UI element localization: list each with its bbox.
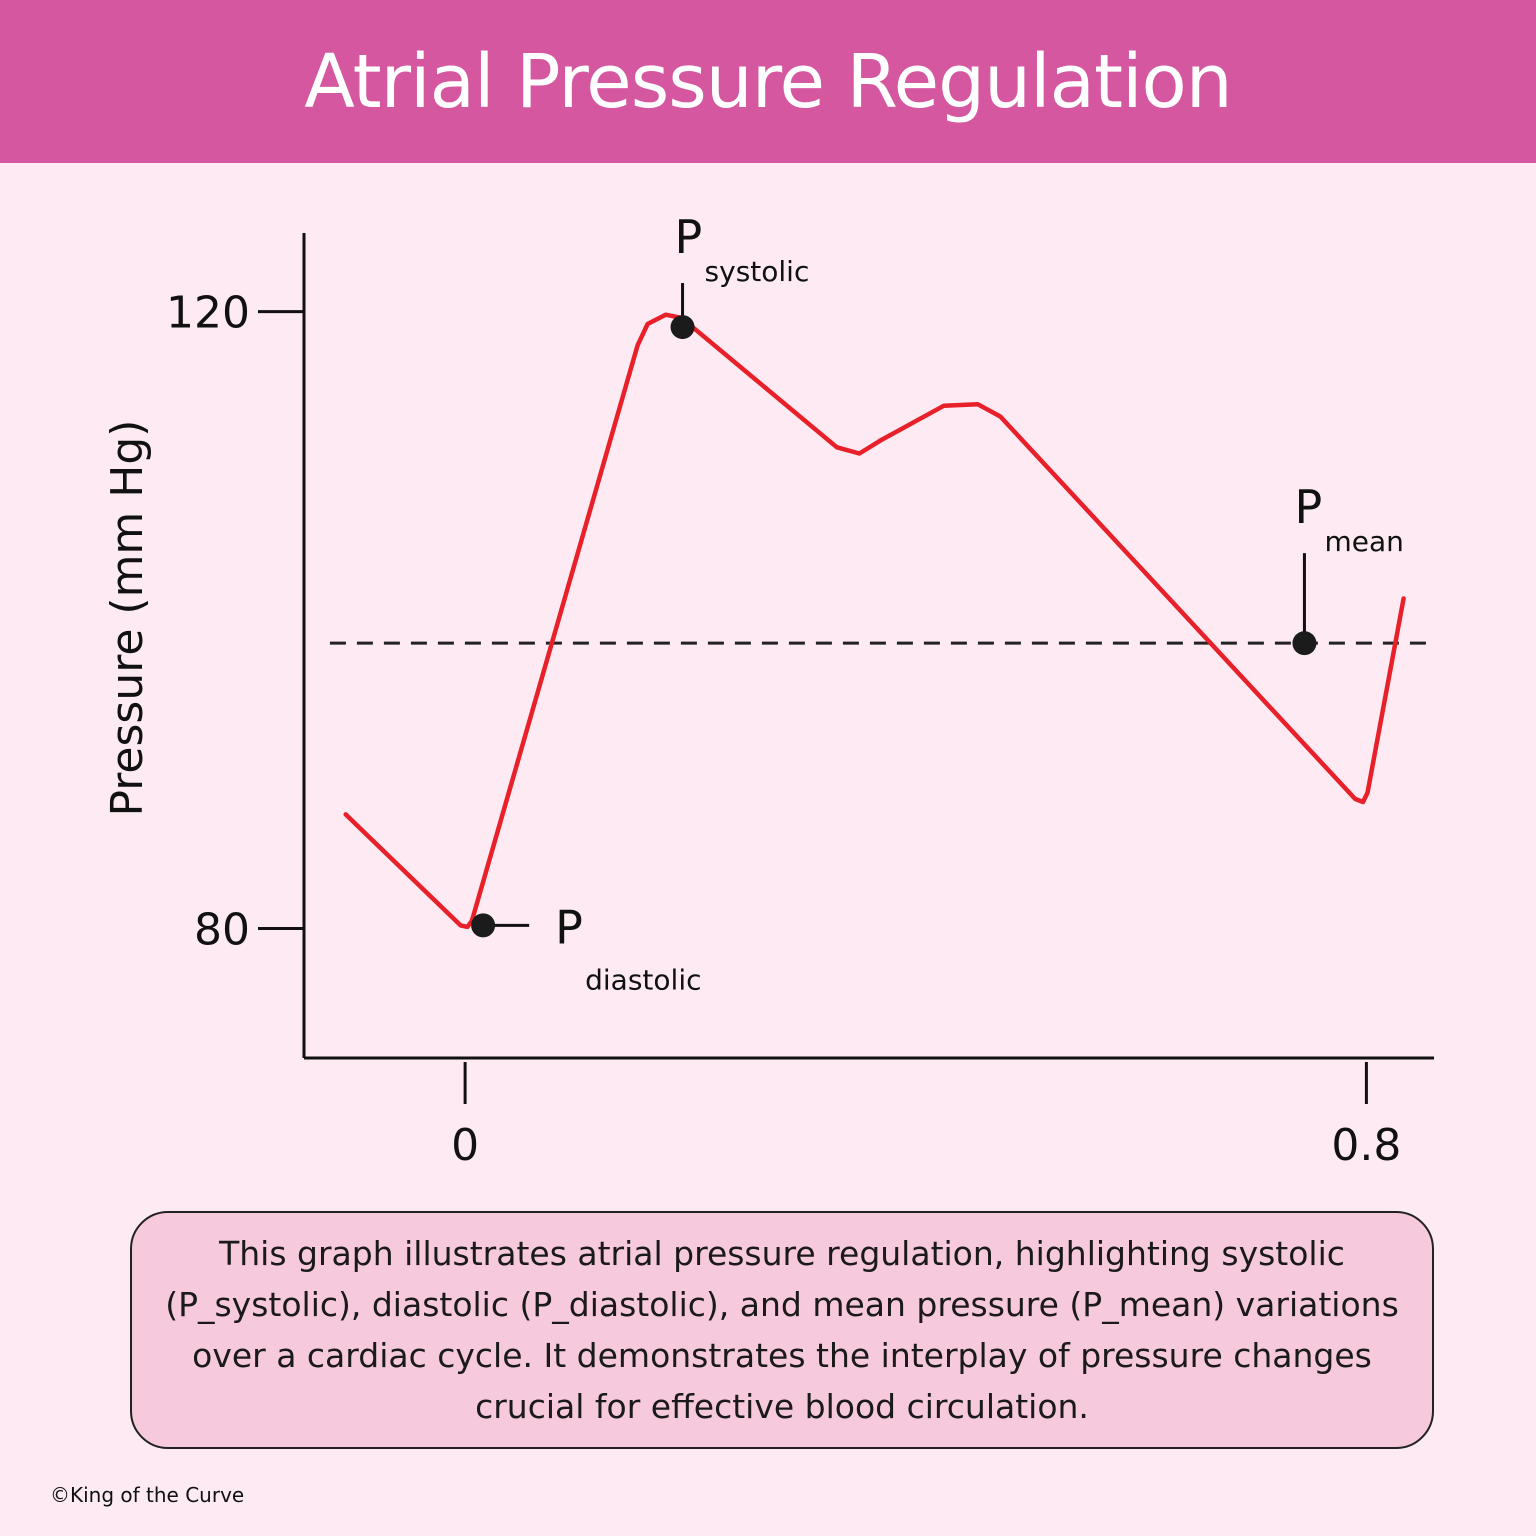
chart-ticks: 80 120 0 0.8 — [166, 288, 1401, 1171]
mean-label-subscript: mean — [1324, 525, 1403, 558]
y-tick-label: 120 — [166, 288, 250, 339]
systolic-label-subscript: systolic — [705, 255, 810, 288]
y-axis-label: Pressure (mm Hg) — [102, 420, 153, 817]
systolic-label: P — [675, 210, 703, 264]
x-tick-label: 0 — [451, 1120, 479, 1171]
y-tick-label: 80 — [194, 904, 250, 955]
chart-series — [343, 312, 1406, 930]
page-title: Atrial Pressure Regulation — [304, 38, 1232, 125]
systolic-marker — [670, 315, 695, 340]
mean-marker — [1292, 631, 1317, 656]
caption-box: This graph illustrates atrial pressure r… — [130, 1211, 1434, 1449]
pressure-curve — [343, 312, 1406, 930]
diastolic-label: P — [555, 900, 583, 954]
x-tick-label: 0.8 — [1331, 1120, 1401, 1171]
caption-text: This graph illustrates atrial pressure r… — [165, 1234, 1399, 1426]
header-bar: Atrial Pressure Regulation — [0, 0, 1536, 163]
copyright-text: ©King of the Curve — [50, 1483, 245, 1507]
chart-axes — [302, 233, 1434, 1060]
mean-label: P — [1294, 480, 1322, 534]
diastolic-marker — [471, 913, 496, 938]
diastolic-label-subscript: diastolic — [585, 963, 701, 996]
